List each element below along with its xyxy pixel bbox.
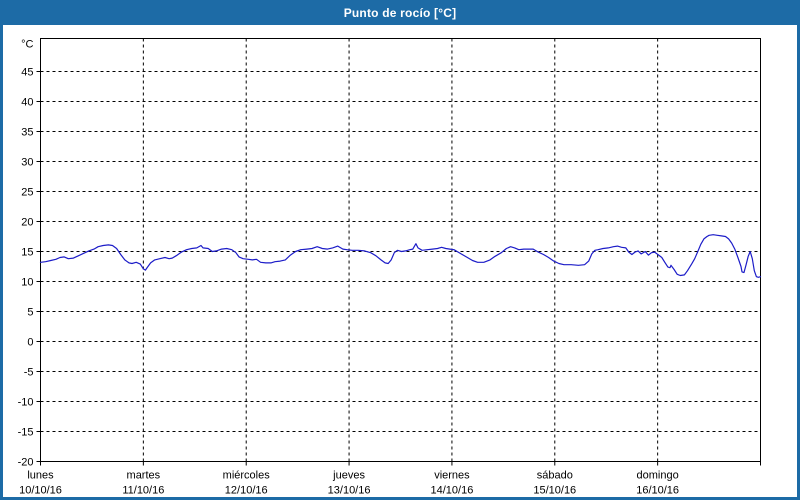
y-tick-label: 35 xyxy=(21,127,33,139)
y-tick-label: -10 xyxy=(18,397,34,409)
y-tick-label: 45 xyxy=(21,67,33,79)
y-tick-label: -15 xyxy=(18,427,34,439)
x-day-label: lunes xyxy=(27,470,54,482)
x-date-label: 10/10/16 xyxy=(19,485,62,497)
x-day-label: sábado xyxy=(537,470,573,482)
y-axis-unit-label: °C xyxy=(21,39,33,51)
x-day-label: domingo xyxy=(637,470,679,482)
x-date-label: 14/10/16 xyxy=(431,485,474,497)
chart-title: Punto de rocío [°C] xyxy=(343,5,457,20)
dew-point-chart: 45 40 35 30 25 20 15 10 5 0 -5 -10 -15 -20 °C lunes 10/1… xyxy=(18,38,762,497)
x-day-label: miércoles xyxy=(223,470,271,482)
y-tick-label: 15 xyxy=(21,247,33,259)
y-tick-label: 0 xyxy=(27,337,33,349)
chart-area: 45 40 35 30 25 20 15 10 5 0 -5 -10 -15 -20 °C lunes 10/1… xyxy=(3,25,797,497)
y-tick-label: 5 xyxy=(27,307,33,319)
x-day-label: jueves xyxy=(332,470,365,482)
x-date-label: 13/10/16 xyxy=(328,485,371,497)
y-tick-label: 20 xyxy=(21,217,33,229)
y-tick-label: 10 xyxy=(21,277,33,289)
x-day-label: viernes xyxy=(434,470,470,482)
y-tick-label: 25 xyxy=(21,187,33,199)
y-tick-label: -20 xyxy=(18,457,34,469)
x-date-label: 12/10/16 xyxy=(225,485,268,497)
x-day-label: martes xyxy=(127,470,161,482)
dew-point-line xyxy=(39,234,762,278)
plot-frame xyxy=(40,38,761,462)
y-tick-label: 30 xyxy=(21,157,33,169)
chart-title-bar: Punto de rocío [°C] xyxy=(3,0,797,25)
x-date-label: 16/10/16 xyxy=(636,485,679,497)
x-date-label: 15/10/16 xyxy=(533,485,576,497)
y-tick-label: -5 xyxy=(24,367,34,379)
y-tick-label: 40 xyxy=(21,97,33,109)
x-date-label: 11/10/16 xyxy=(122,485,164,497)
